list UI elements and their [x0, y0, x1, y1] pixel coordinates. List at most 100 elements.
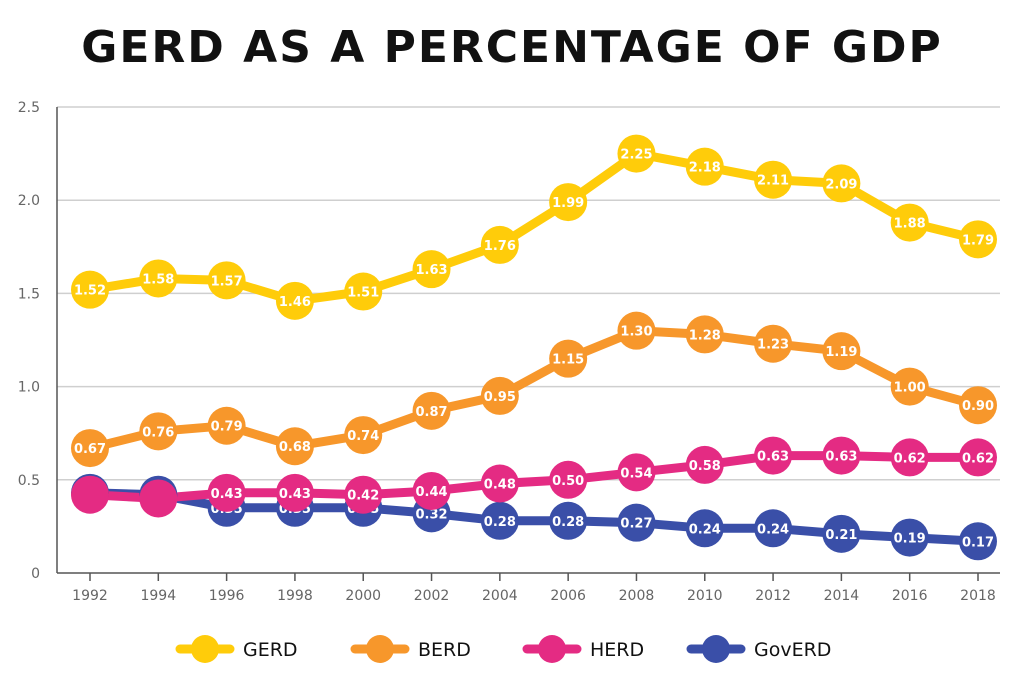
- data-label-herd: 0.62: [962, 451, 994, 466]
- data-label-gerd: 1.58: [142, 272, 174, 287]
- data-label-gerd: 1.46: [279, 295, 311, 310]
- point-gerd-2012: [754, 160, 793, 199]
- point-berd-1998: [275, 427, 314, 466]
- data-label-goverd: 0.28: [552, 515, 584, 530]
- point-gerd-1994: [139, 259, 178, 298]
- data-label-berd: 0.74: [347, 429, 379, 444]
- legend-label-goverd: GovERD: [754, 639, 831, 661]
- data-label-berd: 0.90: [962, 399, 994, 414]
- x-tick-label: 2000: [345, 588, 381, 604]
- x-tick-label: 1994: [140, 588, 176, 604]
- legend-marker-goverd: [702, 635, 730, 663]
- legend-marker-herd: [538, 635, 566, 663]
- data-label-gerd: 2.11: [757, 174, 789, 189]
- point-herd-2010: [685, 445, 724, 484]
- x-tick-label: 2012: [755, 588, 791, 604]
- data-label-berd: 1.28: [689, 328, 721, 343]
- point-herd-2002: [412, 471, 451, 510]
- data-label-goverd: 0.19: [894, 532, 926, 547]
- legend-marker-gerd: [191, 635, 219, 663]
- legend-label-berd: BERD: [418, 639, 471, 661]
- point-berd-2008: [617, 311, 656, 350]
- point-berd-1996: [207, 406, 246, 445]
- data-label-goverd: 0.28: [484, 515, 516, 530]
- point-gerd-2010: [685, 147, 724, 186]
- point-gerd-2018: [959, 220, 997, 259]
- point-gerd-2002: [412, 250, 451, 289]
- x-tick-label: 1996: [209, 588, 245, 604]
- point-gerd-2000: [344, 272, 383, 311]
- x-tick-label: 2004: [482, 588, 518, 604]
- data-label-berd: 0.76: [142, 425, 174, 440]
- point-goverd-2008: [617, 503, 656, 542]
- point-herd-2004: [480, 464, 519, 503]
- data-label-herd: 0.63: [757, 450, 789, 465]
- y-tick-label: 2.0: [18, 193, 40, 209]
- point-herd-2018: [959, 438, 997, 477]
- point-herd-2014: [822, 436, 861, 475]
- point-goverd-2006: [549, 501, 588, 540]
- data-label-gerd: 2.09: [825, 177, 857, 192]
- data-label-gerd: 1.52: [74, 284, 106, 299]
- point-herd-1992: [71, 475, 109, 514]
- data-label-herd: 0.43: [211, 487, 243, 502]
- legend-marker-berd: [366, 635, 394, 663]
- point-herd-2012: [754, 436, 793, 475]
- point-berd-2006: [549, 339, 588, 378]
- y-tick-label: 0: [31, 566, 40, 582]
- data-label-gerd: 2.25: [620, 148, 652, 163]
- data-label-berd: 1.00: [894, 381, 926, 396]
- data-label-herd: 0.54: [620, 466, 652, 481]
- data-label-berd: 0.87: [415, 405, 447, 420]
- data-label-berd: 0.79: [211, 420, 243, 435]
- x-tick-label: 2006: [550, 588, 586, 604]
- data-label-gerd: 1.88: [894, 217, 926, 232]
- point-herd-1996: [207, 473, 246, 512]
- x-tick-label: 2016: [892, 588, 928, 604]
- point-berd-2018: [959, 386, 997, 425]
- point-goverd-2014: [822, 514, 861, 553]
- data-label-herd: 0.43: [279, 487, 311, 502]
- point-berd-2016: [890, 367, 929, 406]
- point-gerd-1996: [207, 261, 246, 300]
- data-label-herd: 0.63: [825, 450, 857, 465]
- point-berd-2000: [344, 416, 383, 455]
- data-label-berd: 0.95: [484, 390, 516, 405]
- point-gerd-2006: [549, 183, 588, 222]
- y-tick-label: 1.5: [18, 286, 40, 302]
- data-label-gerd: 1.51: [347, 286, 379, 301]
- point-herd-1994: [139, 479, 178, 518]
- x-tick-label: 2018: [960, 588, 996, 604]
- data-label-berd: 1.30: [620, 325, 652, 340]
- data-label-berd: 1.23: [757, 338, 789, 353]
- data-label-berd: 0.67: [74, 442, 106, 457]
- x-tick-label: 2008: [619, 588, 655, 604]
- data-label-berd: 0.68: [279, 440, 311, 455]
- point-herd-2006: [549, 460, 588, 499]
- y-tick-label: 0.5: [18, 473, 40, 489]
- point-berd-1994: [139, 412, 178, 451]
- chart-title: GERD AS A PERCENTAGE OF GDP: [81, 22, 943, 73]
- data-label-herd: 0.58: [689, 459, 721, 474]
- data-label-goverd: 0.32: [415, 507, 447, 522]
- data-label-berd: 1.15: [552, 353, 584, 368]
- point-berd-2014: [822, 332, 861, 371]
- data-label-herd: 0.42: [347, 489, 379, 504]
- point-berd-1992: [71, 429, 109, 468]
- x-tick-label: 2002: [414, 588, 450, 604]
- point-gerd-2008: [617, 134, 656, 173]
- point-herd-2008: [617, 453, 656, 492]
- point-herd-2000: [344, 475, 383, 514]
- data-label-goverd: 0.21: [825, 528, 857, 543]
- data-label-gerd: 2.18: [689, 161, 721, 176]
- point-berd-2002: [412, 391, 451, 430]
- legend-label-gerd: GERD: [243, 639, 298, 661]
- data-label-herd: 0.44: [415, 485, 447, 500]
- data-label-goverd: 0.17: [962, 535, 994, 550]
- data-label-goverd: 0.27: [620, 517, 652, 532]
- x-tick-label: 1998: [277, 588, 313, 604]
- point-herd-2016: [890, 438, 929, 477]
- data-label-gerd: 1.63: [415, 263, 447, 278]
- data-label-goverd: 0.24: [757, 522, 789, 537]
- point-goverd-2012: [754, 509, 793, 548]
